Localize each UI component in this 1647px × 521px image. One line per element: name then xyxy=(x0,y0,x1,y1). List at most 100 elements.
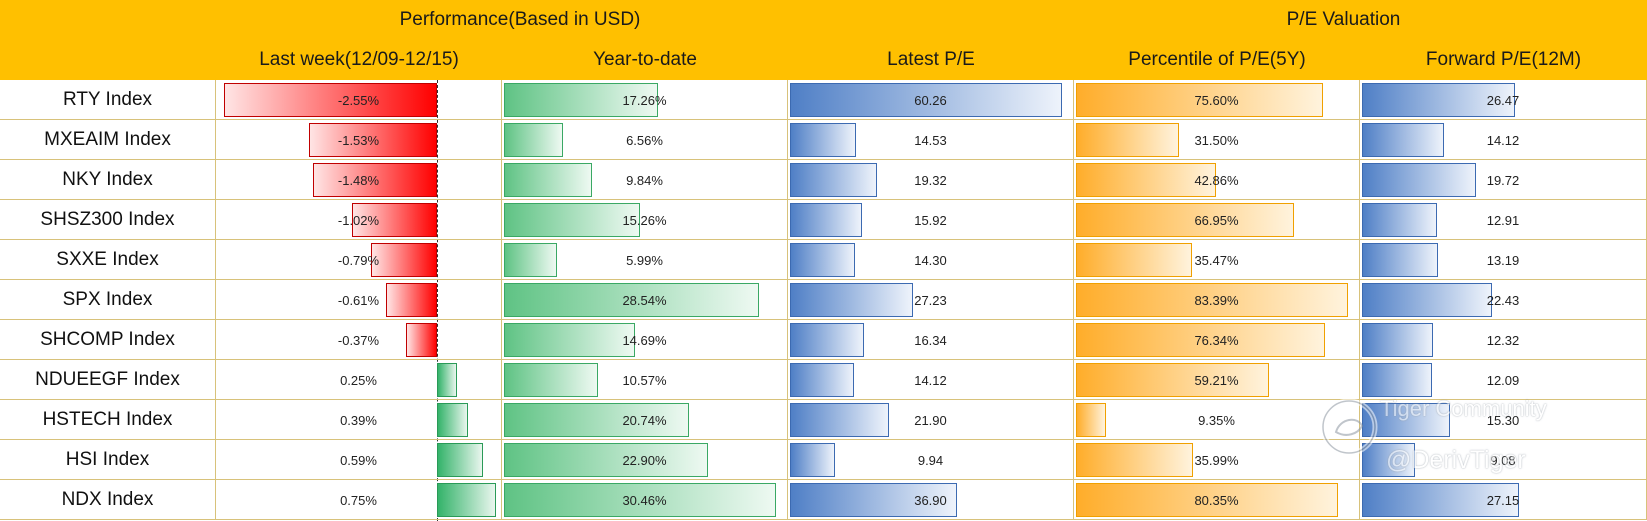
row-index-name: RTY Index xyxy=(0,80,216,120)
percentile-bar xyxy=(1076,283,1348,317)
last-week-bar xyxy=(351,203,437,237)
last-week-cell: -1.53% xyxy=(216,120,502,160)
ytd-cell: 6.56% xyxy=(502,120,788,160)
header-pe-group: P/E Valuation xyxy=(1040,0,1647,40)
row-index-name: SHCOMP Index xyxy=(0,320,216,360)
percentile-bar xyxy=(1076,363,1270,397)
forward-pe-bar xyxy=(1362,83,1516,117)
percentile-bar xyxy=(1076,403,1107,437)
latest-pe-value: 60.26 xyxy=(914,92,947,108)
row-index-name: HSI Index xyxy=(0,440,216,480)
ytd-value: 15.26% xyxy=(622,212,667,228)
row-index-name: MXEAIM Index xyxy=(0,120,216,160)
latest-pe-cell: 14.53 xyxy=(788,120,1074,160)
table-row: NDX Index 0.75% 30.46% 36.90 80.35% 27.15 xyxy=(0,480,1647,520)
header-performance-group: Performance(Based in USD) xyxy=(0,0,1040,40)
percentile-bar xyxy=(1076,203,1295,237)
ytd-value: 5.99% xyxy=(626,252,663,268)
ytd-cell: 17.26% xyxy=(502,80,788,120)
header-index-blank xyxy=(0,40,216,80)
last-week-cell: 0.39% xyxy=(216,400,502,440)
forward-pe-value: 22.43 xyxy=(1486,292,1520,308)
latest-pe-value: 14.53 xyxy=(914,132,947,148)
latest-pe-bar xyxy=(790,123,856,157)
ytd-cell: 14.69% xyxy=(502,320,788,360)
latest-pe-bar xyxy=(790,283,913,317)
percentile-bar xyxy=(1076,323,1325,357)
row-divider xyxy=(0,479,1647,480)
row-index-name: NKY Index xyxy=(0,160,216,200)
forward-pe-cell: 12.09 xyxy=(1360,360,1647,400)
percentile-cell: 80.35% xyxy=(1074,480,1360,520)
row-divider xyxy=(0,159,1647,160)
forward-pe-cell: 19.72 xyxy=(1360,160,1647,200)
table-row: SXXE Index -0.79% 5.99% 14.30 35.47% 13.19 xyxy=(0,240,1647,280)
last-week-cell: -1.02% xyxy=(216,200,502,240)
forward-pe-cell: 14.12 xyxy=(1360,120,1647,160)
percentile-cell: 35.99% xyxy=(1074,440,1360,480)
latest-pe-bar xyxy=(790,443,835,477)
percentile-value: 75.60% xyxy=(1194,92,1239,108)
zero-axis-line xyxy=(437,80,438,521)
latest-pe-cell: 16.34 xyxy=(788,320,1074,360)
ytd-cell: 10.57% xyxy=(502,360,788,400)
latest-pe-bar xyxy=(790,243,855,277)
latest-pe-value: 15.92 xyxy=(914,212,947,228)
ytd-value: 30.46% xyxy=(622,492,667,508)
forward-pe-bar xyxy=(1362,323,1434,357)
latest-pe-cell: 21.90 xyxy=(788,400,1074,440)
percentile-cell: 31.50% xyxy=(1074,120,1360,160)
latest-pe-bar xyxy=(790,203,862,237)
last-week-bar xyxy=(437,443,484,477)
header-pe-label: P/E Valuation xyxy=(1286,9,1401,30)
ytd-bar xyxy=(504,83,659,117)
last-week-cell: -0.79% xyxy=(216,240,502,280)
last-week-value: -0.61% xyxy=(337,292,380,308)
last-week-cell: 0.75% xyxy=(216,480,502,520)
forward-pe-value: 9.08 xyxy=(1490,452,1516,468)
percentile-bar xyxy=(1076,163,1216,197)
ytd-bar xyxy=(504,323,636,357)
ytd-value: 17.26% xyxy=(622,92,667,108)
forward-pe-bar xyxy=(1362,123,1444,157)
table-row: HSI Index 0.59% 22.90% 9.94 35.99% 9.08 xyxy=(0,440,1647,480)
ytd-cell: 15.26% xyxy=(502,200,788,240)
ytd-cell: 9.84% xyxy=(502,160,788,200)
header-forward-pe-label: Forward P/E(12M) xyxy=(1425,49,1582,70)
ytd-value: 14.69% xyxy=(622,332,667,348)
header-forward-pe: Forward P/E(12M) xyxy=(1360,40,1647,80)
ytd-cell: 22.90% xyxy=(502,440,788,480)
forward-pe-value: 14.12 xyxy=(1486,132,1520,148)
last-week-value: -1.02% xyxy=(337,212,380,228)
ytd-bar xyxy=(504,403,690,437)
forward-pe-value: 19.72 xyxy=(1486,172,1520,188)
tiger-logo-icon xyxy=(1320,398,1378,456)
table-row: MXEAIM Index -1.53% 6.56% 14.53 31.50% 14.12 xyxy=(0,120,1647,160)
row-index-name: NDX Index xyxy=(0,480,216,520)
percentile-value: 35.99% xyxy=(1194,452,1239,468)
table-row: NKY Index -1.48% 9.84% 19.32 42.86% 19.72 xyxy=(0,160,1647,200)
forward-pe-value: 12.32 xyxy=(1486,332,1520,348)
latest-pe-value: 14.12 xyxy=(914,372,947,388)
ytd-value: 20.74% xyxy=(622,412,667,428)
percentile-cell: 75.60% xyxy=(1074,80,1360,120)
forward-pe-cell: 26.47 xyxy=(1360,80,1647,120)
header-ytd: Year-to-date xyxy=(502,40,788,80)
last-week-bar xyxy=(386,283,437,317)
percentile-value: 66.95% xyxy=(1194,212,1239,228)
latest-pe-cell: 60.26 xyxy=(788,80,1074,120)
last-week-value: 0.75% xyxy=(340,492,377,508)
latest-pe-cell: 14.30 xyxy=(788,240,1074,280)
row-divider xyxy=(0,239,1647,240)
percentile-value: 59.21% xyxy=(1194,372,1239,388)
last-week-value: 0.59% xyxy=(340,452,377,468)
last-week-value: 0.39% xyxy=(340,412,377,428)
forward-pe-cell: 22.43 xyxy=(1360,280,1647,320)
last-week-cell: -0.37% xyxy=(216,320,502,360)
last-week-bar xyxy=(437,363,457,397)
ytd-value: 9.84% xyxy=(626,172,663,188)
percentile-cell: 59.21% xyxy=(1074,360,1360,400)
percentile-value: 76.34% xyxy=(1194,332,1239,348)
ytd-bar xyxy=(504,443,709,477)
